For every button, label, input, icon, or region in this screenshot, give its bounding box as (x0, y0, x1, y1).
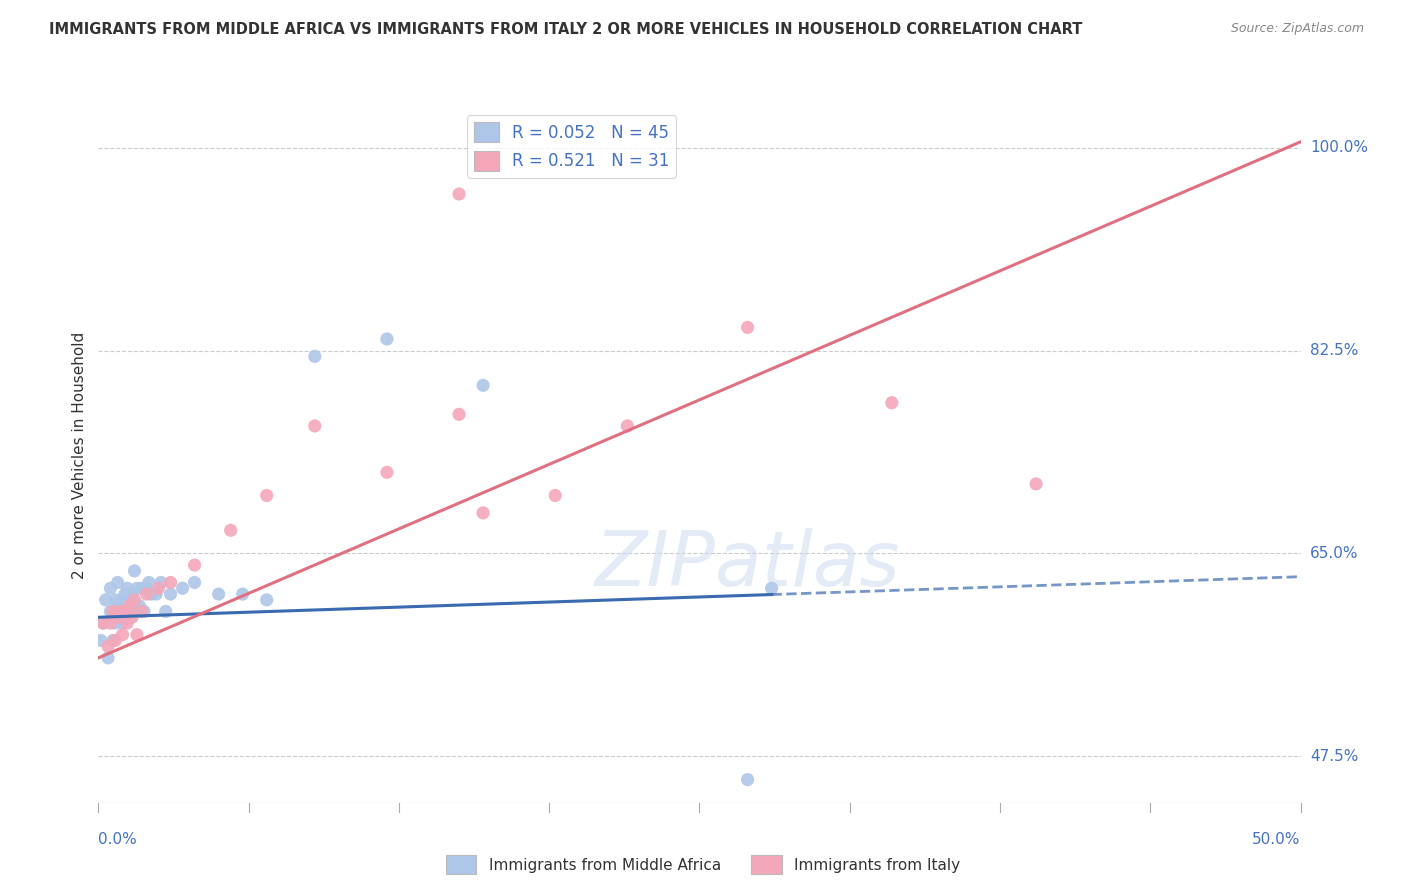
Point (107, 610, 129, 624)
Point (183, 575, 205, 590)
Point (159, 587, 181, 601)
Point (91, 615, 114, 630)
Point (101, 633, 124, 648)
Legend: Immigrants from Middle Africa, Immigrants from Italy: Immigrants from Middle Africa, Immigrant… (440, 849, 966, 880)
Point (104, 615, 127, 630)
Text: 50.0%: 50.0% (1253, 831, 1301, 847)
Point (121, 610, 143, 624)
Point (256, 592, 278, 607)
Point (472, 506, 495, 520)
Text: 0.0%: 0.0% (98, 831, 138, 847)
Text: Source: ZipAtlas.com: Source: ZipAtlas.com (1230, 22, 1364, 36)
Point (117, 615, 139, 630)
Point (138, 575, 160, 590)
Point (145, 587, 167, 601)
Point (219, 523, 242, 537)
Point (100, 582, 122, 596)
Point (114, 605, 136, 619)
Point (128, 599, 150, 613)
Point (100, 605, 122, 619)
Point (114, 605, 136, 619)
Point (100, 615, 122, 630)
Point (121, 587, 143, 601)
Point (544, 489, 567, 503)
Point (117, 605, 139, 619)
Text: 82.5%: 82.5% (1310, 343, 1358, 358)
Point (107, 599, 129, 613)
Point (208, 587, 231, 601)
Point (124, 564, 146, 578)
Point (91, 615, 114, 630)
Point (375, 332, 398, 346)
Point (101, 610, 124, 624)
Text: ZIPatlas: ZIPatlas (595, 528, 900, 602)
Point (256, 489, 278, 503)
Point (375, 466, 398, 480)
Point (131, 582, 153, 596)
Point (114, 587, 136, 601)
Point (232, 587, 254, 601)
Point (761, 582, 783, 596)
Point (149, 575, 172, 590)
Point (108, 610, 131, 624)
Point (125, 582, 148, 596)
Point (101, 605, 124, 619)
Point (118, 610, 141, 624)
Point (117, 582, 139, 596)
Text: IMMIGRANTS FROM MIDDLE AFRICA VS IMMIGRANTS FROM ITALY 2 OR MORE VEHICLES IN HOU: IMMIGRANTS FROM MIDDLE AFRICA VS IMMIGRA… (49, 22, 1083, 37)
Y-axis label: 2 or more Vehicles in Household: 2 or more Vehicles in Household (72, 331, 87, 579)
Point (304, 418, 326, 433)
Point (155, 605, 177, 619)
Point (104, 633, 127, 648)
Text: 47.5%: 47.5% (1310, 749, 1358, 764)
Point (111, 592, 134, 607)
Point (135, 587, 157, 601)
Point (90, 633, 112, 648)
Point (141, 587, 163, 601)
Point (880, 395, 903, 409)
Point (104, 592, 127, 607)
Point (172, 582, 194, 596)
Point (304, 350, 326, 364)
Point (124, 599, 146, 613)
Point (1025, 476, 1047, 491)
Point (94, 592, 117, 607)
Point (97, 651, 120, 665)
Point (737, 320, 759, 334)
Legend: R = 0.052   N = 45, R = 0.521   N = 31: R = 0.052 N = 45, R = 0.521 N = 31 (467, 115, 676, 178)
Point (125, 628, 148, 642)
Point (159, 575, 181, 590)
Point (107, 575, 129, 590)
Point (737, 772, 759, 787)
Point (131, 605, 153, 619)
Point (148, 582, 170, 596)
Point (111, 628, 134, 642)
Point (447, 407, 470, 421)
Point (132, 605, 155, 619)
Text: 100.0%: 100.0% (1310, 140, 1368, 155)
Point (124, 592, 146, 607)
Point (97, 640, 120, 654)
Point (118, 599, 141, 613)
Point (472, 378, 495, 392)
Point (183, 558, 205, 573)
Point (111, 615, 134, 630)
Point (616, 418, 638, 433)
Point (447, 187, 470, 202)
Point (135, 582, 157, 596)
Point (118, 587, 141, 601)
Point (108, 605, 131, 619)
Text: 65.0%: 65.0% (1310, 546, 1358, 561)
